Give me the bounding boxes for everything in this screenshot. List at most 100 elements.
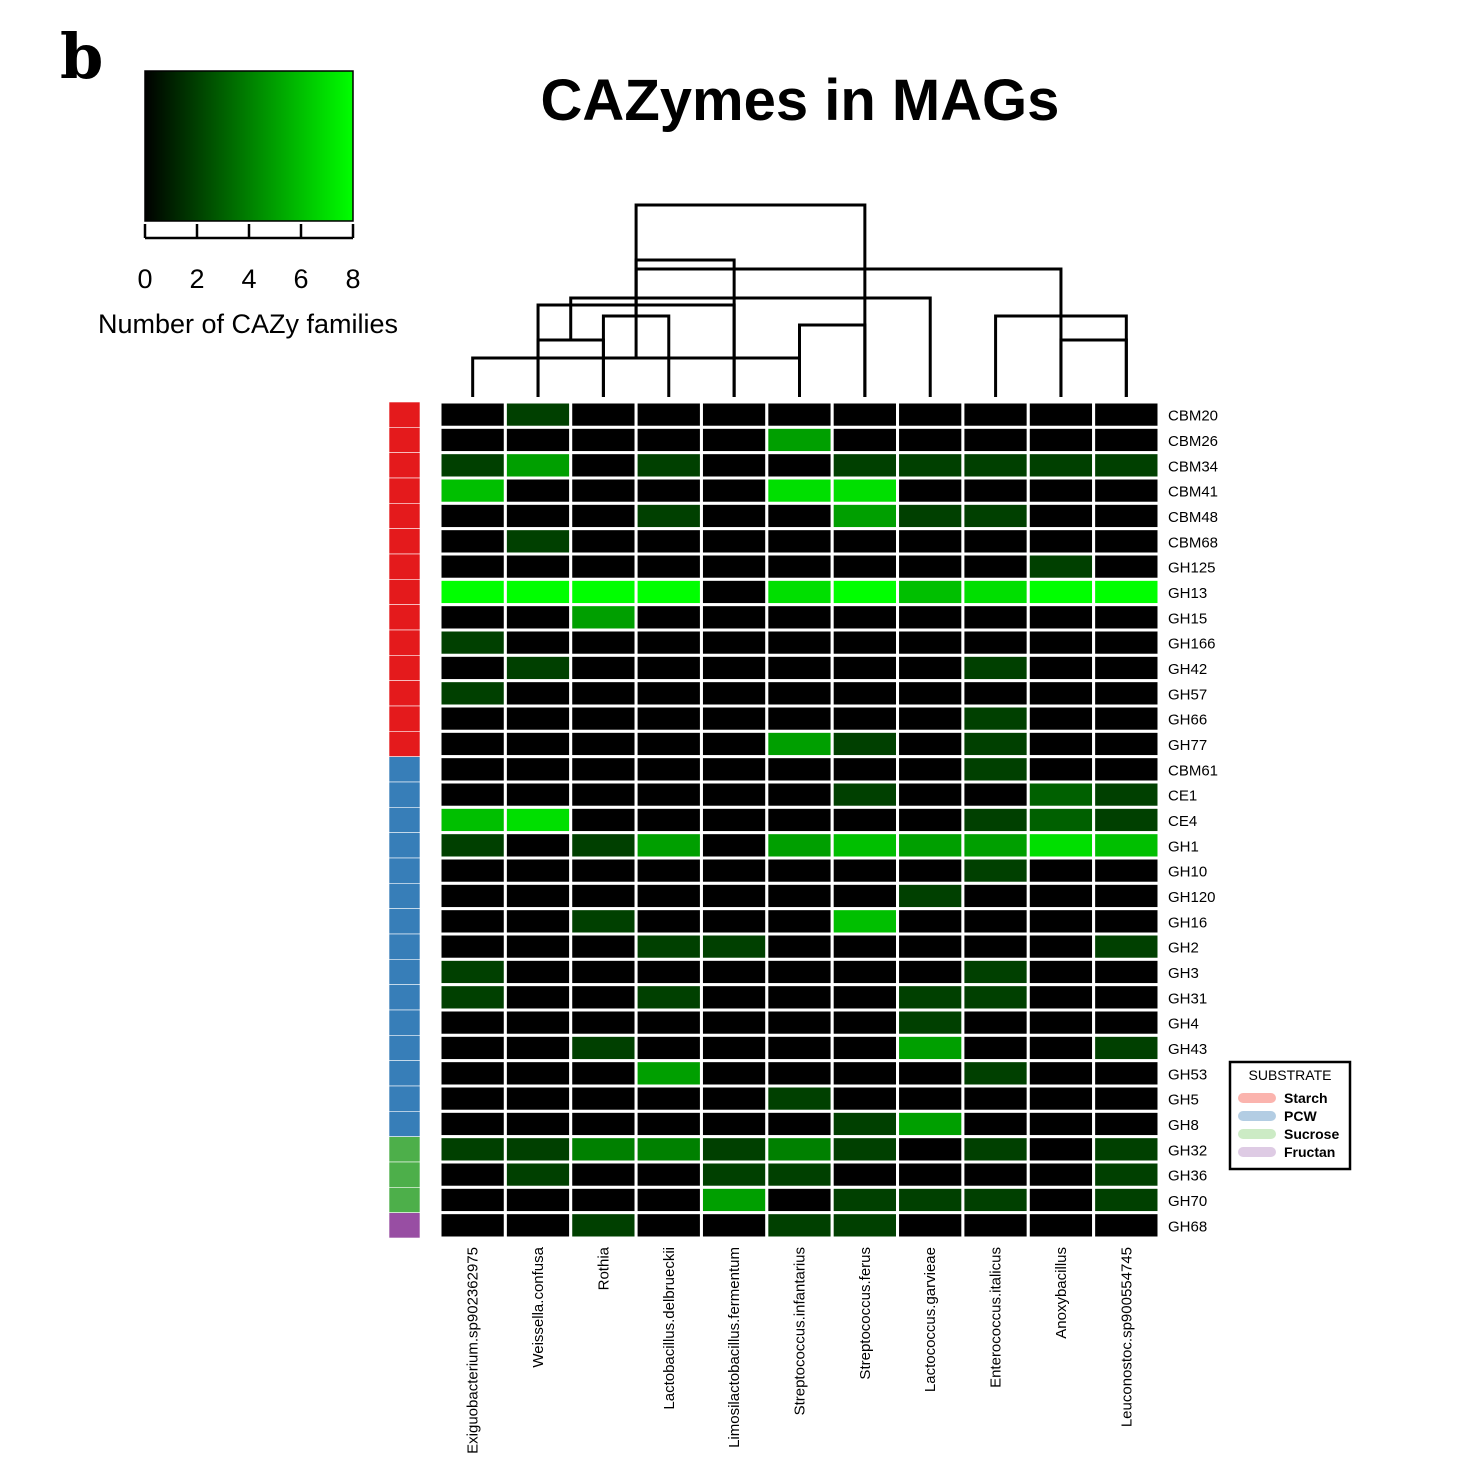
legend-entry-label: Fructan [1284,1144,1335,1160]
heatmap-cell [896,1008,965,1037]
heatmap-cell [961,451,1030,480]
heatmap-cell [634,755,703,784]
heatmap-cell [438,1135,507,1164]
heatmap-cell [634,856,703,885]
row-label: GH70 [1168,1193,1207,1210]
heatmap-cell [634,501,703,531]
heatmap-cell [1092,881,1161,911]
heatmap-cell [1026,1211,1096,1240]
heatmap-cell [830,577,900,607]
heatmap-cell [1026,653,1096,683]
heatmap-cell [569,1211,638,1240]
heatmap-cell [503,1008,573,1037]
heatmap-cell [896,552,965,581]
heatmap-cell [961,729,1030,759]
heatmap-cell [503,400,573,429]
heatmap-cell [765,957,834,987]
colorbar: 0 2 4 6 8 Number of CAZy families [98,70,398,339]
heatmap-cell [961,704,1030,733]
heatmap-cell [569,907,638,936]
dendrogram-branch [471,356,801,397]
heatmap-cell [896,1109,965,1139]
heatmap-cell [765,1084,834,1113]
substrate-bar-cell [388,477,421,504]
heatmap-cell [765,501,834,531]
column-label: Enterococcus.italicus [988,1247,1005,1388]
row-label: GH31 [1168,990,1207,1007]
row-label: GH42 [1168,661,1207,678]
heatmap-cell [438,451,507,480]
heatmap-cell [438,1084,507,1113]
heatmap-cell [1092,704,1161,733]
heatmap-cell [438,1109,507,1139]
heatmap-cell [438,1059,507,1088]
heatmap-cell [765,1185,834,1215]
heatmap-cell [438,1008,507,1037]
heatmap-cell [830,1084,900,1113]
heatmap-cell [830,653,900,683]
heatmap-cell [1092,425,1161,455]
heatmap-cell [896,932,965,961]
heatmap-cell [830,1033,900,1063]
panel-label: b [60,20,103,93]
colorbar-label: Number of CAZy families [98,309,398,339]
colorbar-tick-label: 2 [189,264,204,294]
heatmap-cell [1026,451,1096,480]
row-label: CE4 [1168,813,1197,830]
heatmap-cell [1092,755,1161,784]
heatmap-cell [830,1135,900,1164]
heatmap-cell [438,755,507,784]
heatmap-cell [438,501,507,531]
heatmap-cell [961,628,1030,657]
column-label: Streptococcus.ferus [857,1247,874,1380]
heatmap-cell [830,1059,900,1088]
dendrogram-branch [1059,338,1128,397]
column-label: Rothia [595,1246,612,1290]
heatmap-cell [896,1135,965,1164]
heatmap-cell [830,425,900,455]
heatmap-cell [569,704,638,733]
row-label: GH32 [1168,1142,1207,1159]
heatmap-cell [830,628,900,657]
heatmap-cell [896,653,965,683]
row-label: GH4 [1168,1016,1199,1033]
legend-entry-label: Starch [1284,1090,1328,1106]
heatmap-cell [699,805,769,835]
heatmap-cell [896,628,965,657]
heatmap-cell [1026,704,1096,733]
row-label: GH43 [1168,1041,1207,1058]
heatmap-cell [699,1084,769,1113]
heatmap-cell [438,805,507,835]
heatmap-cell [503,907,573,936]
heatmap-cell [1026,1109,1096,1139]
heatmap-cell [1026,881,1096,911]
heatmap-cell [634,780,703,809]
heatmap-cell [1092,1008,1161,1037]
heatmap-cell [1026,1135,1096,1164]
heatmap-cell [569,1185,638,1215]
substrate-bar-cell [388,933,421,960]
heatmap-cell [765,451,834,480]
dendrogram-branch [634,203,867,397]
heatmap-cell [961,1059,1030,1088]
heatmap-cell [503,451,573,480]
heatmap-cell [765,476,834,505]
heatmap-cell [830,451,900,480]
heatmap-cell [1026,476,1096,505]
heatmap-cell [503,729,573,759]
heatmap-cell [634,476,703,505]
heatmap-cell [569,552,638,581]
dendrogram-branch [634,258,736,397]
colorbar-gradient [144,70,354,222]
heatmap-cell [569,957,638,987]
substrate-bar-cell [388,832,421,859]
legend-title: SUBSTRATE [1249,1067,1332,1083]
heatmap-cell [830,1160,900,1189]
heatmap-cell [1092,1211,1161,1240]
heatmap-cell [961,932,1030,961]
heatmap-cell [634,831,703,860]
heatmap-cell [699,628,769,657]
colorbar-tick-label: 6 [293,264,308,294]
row-label: GH16 [1168,914,1207,931]
heatmap-cell [830,983,900,1012]
